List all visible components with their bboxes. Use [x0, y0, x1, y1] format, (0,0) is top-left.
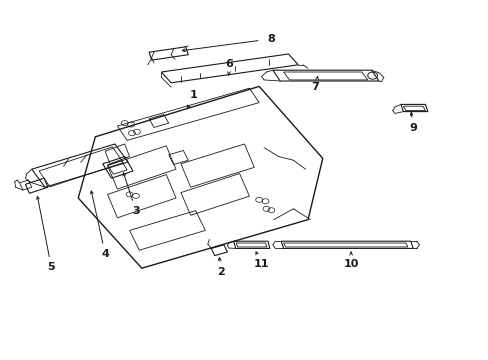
Text: 3: 3: [132, 206, 140, 216]
Text: 8: 8: [267, 34, 275, 44]
Text: 9: 9: [408, 123, 416, 133]
Text: 11: 11: [253, 258, 269, 269]
Text: 1: 1: [189, 90, 197, 100]
Text: 6: 6: [224, 59, 232, 69]
Text: 5: 5: [47, 262, 55, 272]
Text: 2: 2: [217, 267, 224, 277]
Text: 4: 4: [101, 249, 109, 259]
Text: 7: 7: [311, 82, 319, 92]
Text: 10: 10: [343, 258, 358, 269]
